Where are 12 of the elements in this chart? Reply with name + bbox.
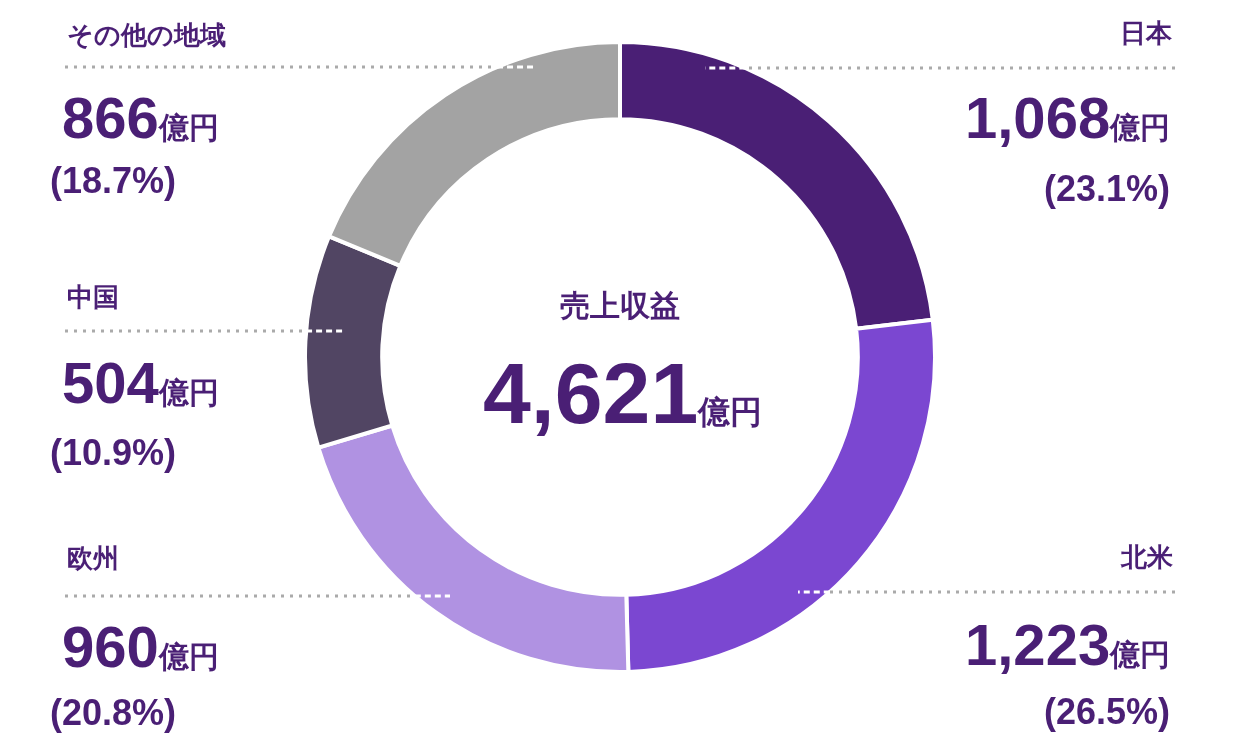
data-label: 1,223億円 (26.5%): [965, 612, 1171, 732]
slice-label: 中国: [67, 282, 119, 312]
slice-label: 日本: [1120, 18, 1173, 48]
data-label: 1,068億円 (23.1%): [965, 85, 1171, 209]
text: 4,621億円: [483, 345, 763, 441]
slice-label: 欧州: [67, 543, 119, 573]
data-label: 866億円 (18.7%): [50, 85, 219, 201]
slice-label: 北米: [1120, 542, 1173, 572]
data-label: 960億円 (20.8%): [50, 614, 219, 733]
slice-label: その他の地域: [67, 20, 226, 50]
data-label: 504億円 (10.9%): [50, 350, 219, 473]
text: 売上収益: [560, 289, 680, 322]
